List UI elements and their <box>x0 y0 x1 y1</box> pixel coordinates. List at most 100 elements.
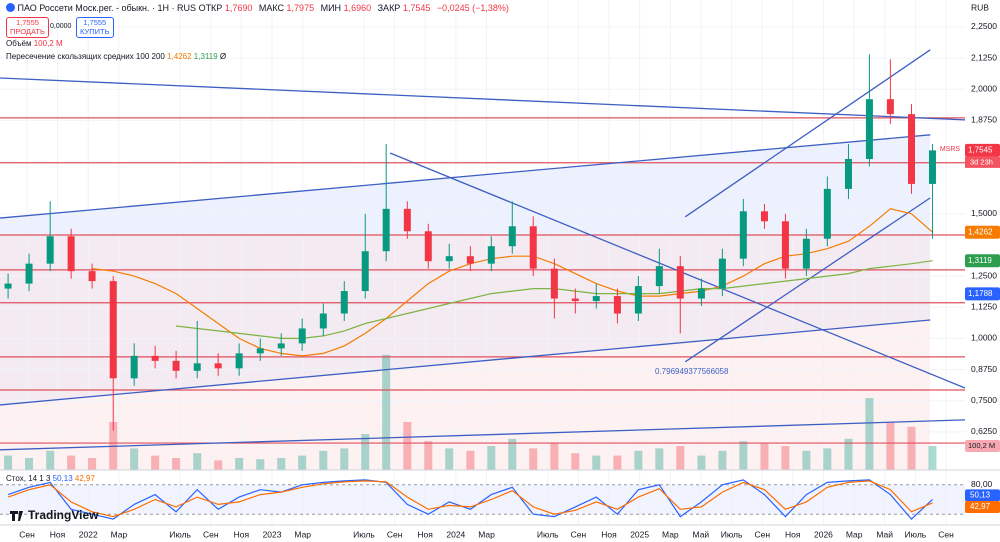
candle-body <box>781 221 789 269</box>
volume-bar <box>907 426 916 470</box>
y-tick-label: 0,6250 <box>971 426 997 436</box>
volume-bar <box>46 450 55 470</box>
trend-line <box>0 419 966 451</box>
ohlc-value: 1,7690 <box>224 3 253 13</box>
buy-price: 1,7555 <box>83 18 107 27</box>
buy-button[interactable]: 1,7555 КУПИТЬ <box>76 17 114 38</box>
ohlc-value: 1,6960 <box>343 3 372 13</box>
volume-bar <box>613 455 622 470</box>
candle-body <box>655 266 663 287</box>
candle-body <box>613 296 621 314</box>
volume-bar <box>928 445 937 470</box>
countdown: 3d 23h <box>970 157 993 166</box>
ohlc: ОТКР 1,7690 МАКС 1,7975 МИН 1,6960 ЗАКР … <box>199 3 437 13</box>
trend-line <box>0 77 966 121</box>
x-tick-label: Июль <box>721 529 743 539</box>
symbol-icon <box>6 3 15 12</box>
stoch-label: Стох, 14 1 3 <box>6 474 51 483</box>
x-tick-label: Ноя <box>50 529 66 539</box>
candle-body <box>109 281 117 379</box>
volume-bar <box>67 455 76 470</box>
candle-body <box>886 99 894 115</box>
zone-fill <box>0 235 930 470</box>
brand-logo <box>10 511 23 521</box>
candle-body <box>928 150 936 184</box>
candle-body <box>844 158 852 189</box>
y-tick-label: 1,0000 <box>971 333 997 343</box>
ohlc-label: МИН <box>320 3 342 13</box>
volume-bar <box>823 448 832 470</box>
x-tick-label: Ноя <box>601 529 617 539</box>
volume-bar <box>319 450 328 470</box>
ma-value: 1,3119 <box>193 52 218 61</box>
price-tag <box>965 143 1000 157</box>
stoch-line <box>7 480 933 518</box>
volume-legend: Объём 100,2 M <box>6 39 63 48</box>
volume-tag-label: 100,2 M <box>968 441 995 450</box>
symbol-title: ПАО Россети Моск.рег. - обыкн. · 1Н · RU… <box>17 3 197 13</box>
volume-bar <box>382 354 391 470</box>
y-tick-label: 2,2500 <box>971 21 997 31</box>
candle-body <box>466 256 474 264</box>
volume-bar <box>529 448 538 470</box>
sell-label: ПРОДАТЬ <box>10 26 45 36</box>
trend-line <box>0 134 931 219</box>
volume-bar <box>802 450 811 470</box>
stoch-value: 42,97 <box>74 474 95 483</box>
x-tick-label: Мар <box>846 529 863 539</box>
x-tick-label: Ноя <box>234 529 250 539</box>
stoch-tag <box>965 500 1000 513</box>
candle-body <box>403 208 411 232</box>
trend-line <box>684 49 931 218</box>
candle-body <box>634 286 642 314</box>
ma-symbol: Ø <box>219 52 227 61</box>
y-tick-label: 1,1250 <box>971 302 997 312</box>
candle-body <box>739 211 747 259</box>
volume-bar <box>760 443 769 470</box>
price-tag <box>965 225 1000 239</box>
volume-bar <box>487 446 496 470</box>
stoch-tag <box>965 489 1000 502</box>
price-tag-label: 1,7545 <box>968 146 993 155</box>
ohlc-label: ОТКР <box>198 3 223 13</box>
volume-bar <box>844 438 853 470</box>
x-tick-label: Июль <box>537 529 559 539</box>
volume-bar <box>130 448 139 470</box>
candle-body <box>277 343 285 349</box>
ma-label: Пересечение скользящих средних 100 200 <box>6 52 165 61</box>
trend-line <box>684 197 931 363</box>
stoch-tag-label: 50,13 <box>970 491 991 500</box>
volume-bar <box>550 443 559 470</box>
x-tick-label: Ноя <box>785 529 801 539</box>
x-tick-label: Июль <box>169 529 191 539</box>
x-tick-label: 2024 <box>446 529 465 539</box>
candle-body <box>445 256 453 262</box>
candle-body <box>718 258 726 289</box>
x-tick-label: Сен <box>571 529 587 539</box>
annotation: 0.796949377566058 <box>655 367 729 376</box>
candle-body <box>172 360 180 371</box>
sell-button[interactable]: 1,7555 ПРОДАТЬ <box>6 17 49 38</box>
ma-line <box>92 208 933 357</box>
price-tag-label: 1,4262 <box>968 227 993 236</box>
candle-body <box>508 226 516 247</box>
price-tag-label: 1,3119 <box>968 256 992 265</box>
spread: 0,0000 <box>50 23 72 30</box>
volume-bar <box>445 448 454 470</box>
brand: TradingView <box>28 508 99 522</box>
candle-body <box>25 263 33 284</box>
candle-body <box>361 251 369 292</box>
stoch-tag-label: 42,97 <box>970 502 991 511</box>
candle-body <box>214 363 222 369</box>
change: −0,0245 (−1,38%) <box>436 3 509 13</box>
candle-body <box>592 296 600 302</box>
volume-bar <box>340 448 349 470</box>
countdown-bg <box>965 156 1000 168</box>
y-tick-label: 1,8750 <box>971 115 997 125</box>
x-tick-label: Сен <box>203 529 219 539</box>
volume-bar <box>172 458 181 470</box>
candle-body <box>193 363 201 371</box>
volume-bar <box>697 455 706 470</box>
currency: RUB <box>971 2 989 12</box>
candle-body <box>823 188 831 239</box>
